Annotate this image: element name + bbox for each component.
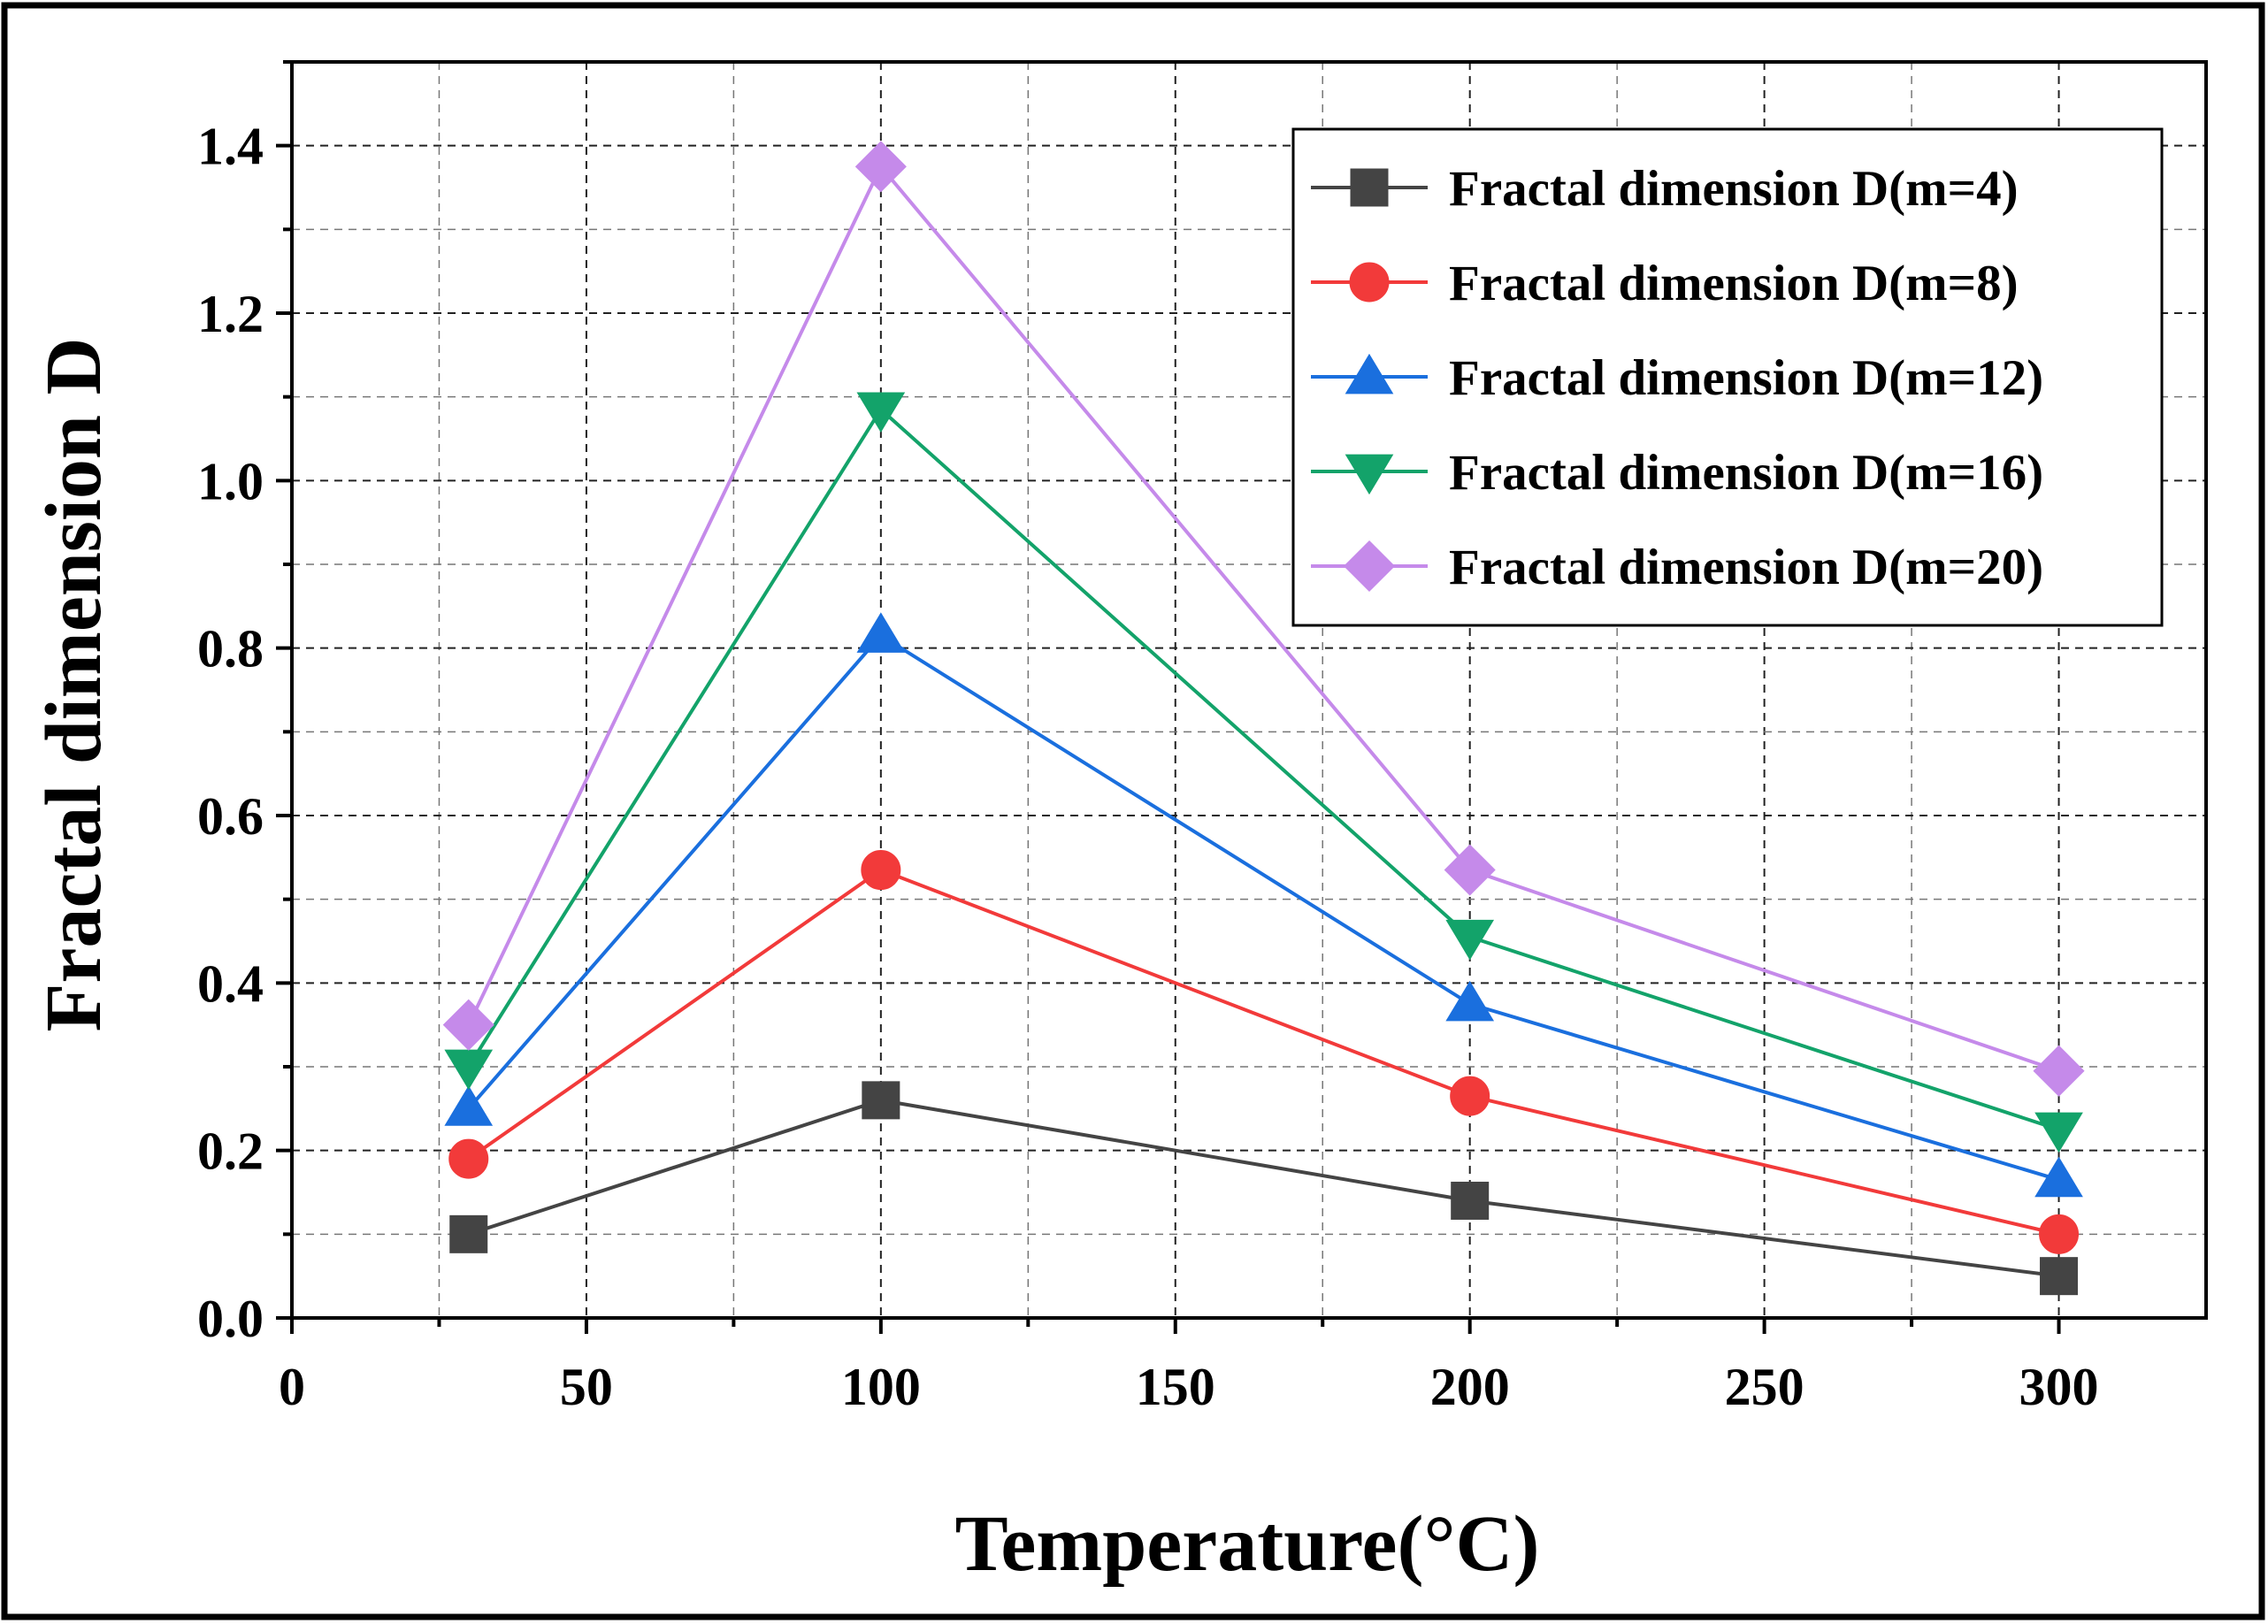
legend-box xyxy=(1291,127,2164,627)
legend-label: Fractal dimension D(m=4) xyxy=(1449,161,2019,217)
legend-marker xyxy=(1345,454,1394,495)
legend-item: Fractal dimension D(m=8) xyxy=(1311,256,2019,311)
series xyxy=(442,141,2085,1296)
ticks: 0 50 100 150 200 250 300 0.0 0.2 0.4 0.6 0.8 1.0 1.2 1… xyxy=(197,60,2099,1416)
x-tick-label: 0 xyxy=(279,1358,305,1416)
data-point xyxy=(1450,1076,1490,1116)
plot-area-border xyxy=(290,60,2208,1320)
data-point xyxy=(442,999,494,1051)
series-line xyxy=(467,632,2060,1182)
y-tick-label: 0.4 xyxy=(197,954,264,1013)
data-point xyxy=(1444,844,1496,896)
data-point xyxy=(1445,919,1495,961)
series-5 xyxy=(442,141,2085,1097)
legend-item: Fractal dimension D(m=12) xyxy=(1311,350,2043,406)
series-3 xyxy=(444,612,2083,1198)
data-point xyxy=(444,1085,494,1126)
legend-marker xyxy=(1349,262,1390,303)
legend-label: Fractal dimension D(m=20) xyxy=(1449,540,2043,595)
data-point xyxy=(854,141,907,193)
series-line xyxy=(468,1098,2059,1278)
data-point xyxy=(449,1214,488,1253)
y-tick-label: 1.4 xyxy=(197,118,264,176)
y-tick-label: 0.0 xyxy=(197,1290,264,1348)
legend-label: Fractal dimension D(m=16) xyxy=(1449,445,2043,501)
data-point xyxy=(1445,980,1495,1022)
series-line xyxy=(466,163,2060,1073)
y-axis-title: Fractal dimension D xyxy=(30,338,118,1032)
data-point xyxy=(2040,1257,2079,1296)
x-tick-label: 100 xyxy=(841,1358,921,1416)
data-point xyxy=(861,850,901,891)
series-4 xyxy=(444,392,2083,1153)
data-point xyxy=(448,1138,489,1179)
y-tick-label: 1.2 xyxy=(197,285,264,343)
legend-item: Fractal dimension D(m=20) xyxy=(1311,540,2043,595)
data-point xyxy=(1451,1181,1490,1220)
x-tick-label: 200 xyxy=(1430,1358,1510,1416)
legend-item: Fractal dimension D(m=16) xyxy=(1311,445,2043,501)
legend-label: Fractal dimension D(m=12) xyxy=(1449,350,2043,406)
data-point xyxy=(856,392,906,433)
data-point xyxy=(2033,1045,2085,1097)
y-tick-label: 1.0 xyxy=(197,452,264,510)
legend: Fractal dimension D(m=4) Fractal dimensio… xyxy=(1291,127,2164,627)
series-line xyxy=(467,868,2059,1237)
y-tick-label: 0.8 xyxy=(197,620,264,678)
x-tick-label: 250 xyxy=(1725,1358,1804,1416)
series-2 xyxy=(448,850,2080,1254)
data-point xyxy=(2034,1156,2083,1198)
y-tick-label: 0.2 xyxy=(197,1122,264,1181)
legend-marker xyxy=(1350,168,1389,207)
y-tick-label: 0.6 xyxy=(197,787,264,846)
axes xyxy=(290,60,2208,1320)
legend-marker xyxy=(1343,540,1396,593)
legend-label: Fractal dimension D(m=8) xyxy=(1449,256,2019,311)
x-tick-label: 150 xyxy=(1136,1358,1215,1416)
x-tick-label: 300 xyxy=(2019,1358,2099,1416)
series-line xyxy=(467,406,2060,1131)
data-point xyxy=(2039,1214,2080,1254)
x-tick-label: 50 xyxy=(560,1358,613,1416)
x-axis-title: Temperature(°C) xyxy=(955,1500,1540,1588)
data-point xyxy=(862,1081,900,1120)
grid xyxy=(292,61,2206,1318)
series-1 xyxy=(449,1081,2079,1296)
data-point xyxy=(2034,1112,2083,1153)
legend-item: Fractal dimension D(m=4) xyxy=(1311,161,2019,217)
data-point xyxy=(856,612,906,653)
data-point xyxy=(444,1049,494,1091)
legend-marker xyxy=(1345,353,1394,395)
